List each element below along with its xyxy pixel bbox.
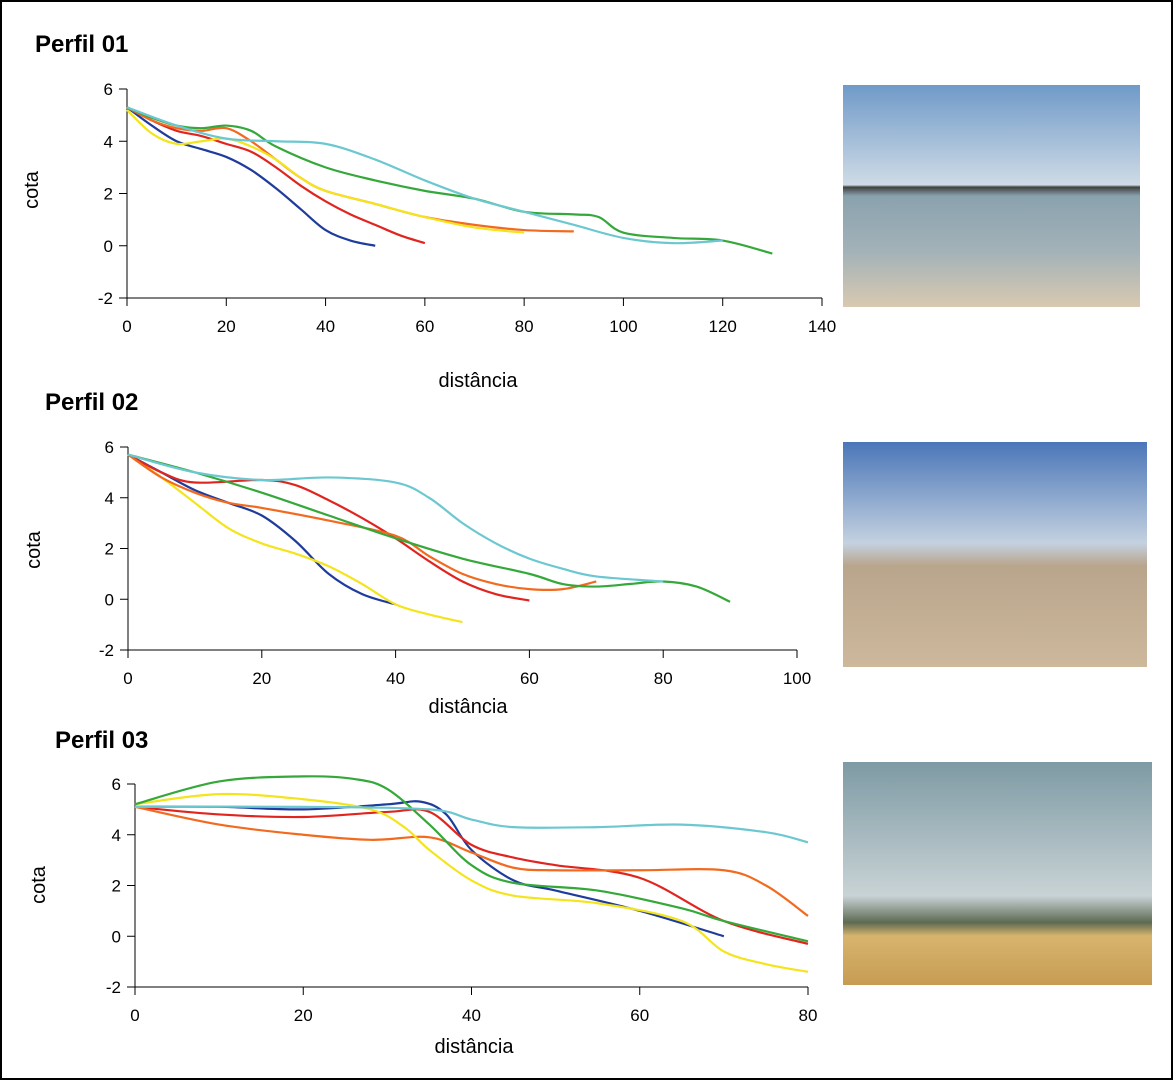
x-tick-label: 40 — [462, 1006, 481, 1025]
profile-line — [126, 106, 773, 255]
chart-title: Perfil 03 — [55, 727, 148, 754]
x-tick-label: 0 — [123, 669, 132, 688]
profile-line — [126, 106, 426, 245]
profile-line — [134, 775, 809, 943]
y-tick-label: 0 — [112, 927, 121, 946]
x-tick-label: 0 — [130, 1006, 139, 1025]
x-tick-label: 40 — [316, 317, 335, 336]
y-tick-label: 2 — [112, 877, 121, 896]
profile-line — [126, 109, 525, 234]
y-axis-label: cota — [21, 170, 43, 209]
y-axis-label: cota — [28, 865, 50, 904]
y-tick-label: 4 — [112, 826, 121, 845]
photo — [843, 762, 1152, 985]
y-tick-label: 6 — [104, 80, 113, 99]
profile-line — [134, 792, 809, 973]
x-tick-label: 100 — [783, 669, 811, 688]
x-tick-label: 0 — [122, 317, 131, 336]
x-tick-label: 140 — [808, 317, 836, 336]
x-tick-label: 20 — [294, 1006, 313, 1025]
x-tick-label: 40 — [386, 669, 405, 688]
y-tick-label: 2 — [104, 185, 113, 204]
photo — [843, 85, 1140, 307]
photo — [843, 442, 1147, 667]
x-tick-label: 20 — [217, 317, 236, 336]
x-tick-label: 60 — [415, 317, 434, 336]
y-tick-label: 2 — [105, 540, 114, 559]
x-tick-label: 80 — [654, 669, 673, 688]
profile-line — [126, 106, 723, 245]
x-tick-label: 120 — [709, 317, 737, 336]
x-tick-label: 60 — [630, 1006, 649, 1025]
profile-line — [127, 453, 664, 583]
profile-line — [127, 453, 530, 602]
x-tick-label: 80 — [515, 317, 534, 336]
y-tick-label: 4 — [105, 489, 114, 508]
x-tick-label: 60 — [520, 669, 539, 688]
y-tick-label: 0 — [104, 237, 113, 256]
x-tick-label: 100 — [609, 317, 637, 336]
y-tick-label: -2 — [106, 978, 121, 997]
profile-line — [134, 805, 809, 945]
x-tick-label: 80 — [799, 1006, 818, 1025]
x-tick-label: 20 — [252, 669, 271, 688]
y-tick-label: 0 — [105, 590, 114, 609]
profile-line — [126, 106, 376, 247]
profile-line — [127, 453, 597, 591]
x-axis-label: distância — [435, 1036, 515, 1058]
y-tick-label: 4 — [104, 132, 113, 151]
x-axis-label: distância — [429, 696, 509, 718]
x-axis-label: distância — [439, 370, 519, 392]
y-tick-label: 6 — [112, 775, 121, 794]
y-tick-label: 6 — [105, 438, 114, 457]
profile-line — [127, 453, 463, 624]
chart-title: Perfil 01 — [35, 31, 128, 58]
y-axis-label: cota — [23, 530, 45, 569]
chart-title: Perfil 02 — [45, 389, 138, 416]
profile-line — [134, 800, 725, 938]
y-tick-label: -2 — [99, 641, 114, 660]
profile-line — [134, 805, 809, 844]
y-tick-label: -2 — [98, 289, 113, 308]
profile-line — [134, 805, 809, 917]
